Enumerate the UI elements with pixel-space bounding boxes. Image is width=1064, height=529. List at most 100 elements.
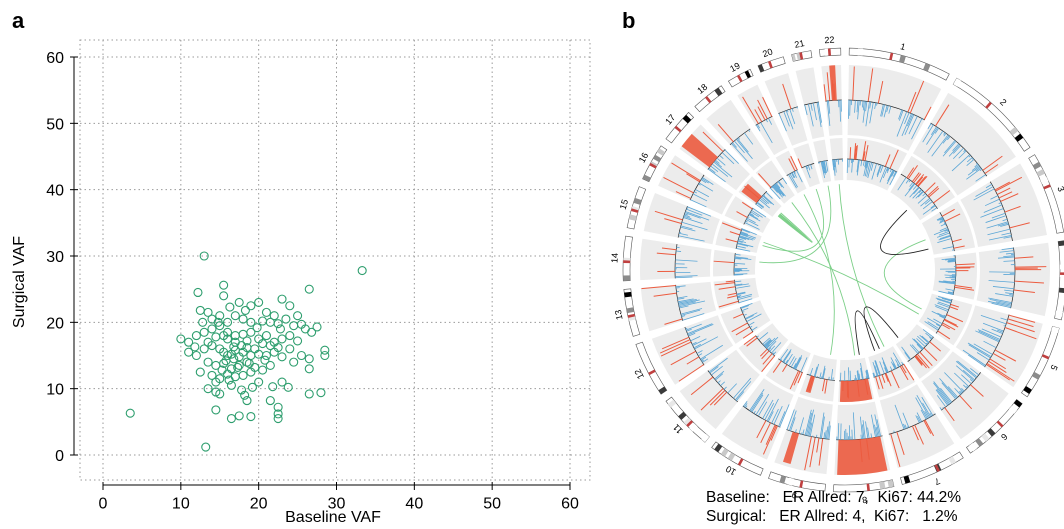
- surgical-cn-bar: [764, 339, 773, 348]
- baseline-cn-bar: [880, 104, 884, 117]
- baseline-cn-bar: [683, 214, 691, 218]
- surgical-cn-bar: [944, 318, 957, 326]
- data-point: [229, 354, 239, 364]
- baseline-cn-bar: [898, 110, 904, 121]
- data-point: [320, 345, 330, 355]
- baseline-cn-bar: [810, 103, 813, 111]
- surgical-cn-bar: [813, 366, 818, 377]
- baseline-cn-bar: [681, 315, 686, 317]
- baseline-cn-bar: [1005, 252, 1015, 255]
- surgical-cn-bar: [741, 307, 749, 312]
- chromosome-19: 19: [727, 61, 754, 88]
- surgical-cn-bar: [933, 318, 943, 325]
- surgical-cn-bar: [886, 167, 889, 172]
- baseline-cn-bar: [685, 327, 688, 330]
- surgical-cn-bar: [879, 361, 885, 374]
- baseline-cn-bar: [1000, 193, 1019, 202]
- surgical-cn-bar: [948, 259, 956, 261]
- baseline-cn-bar: [967, 342, 992, 358]
- surgical-cn-bar: [911, 172, 920, 183]
- baseline-cn-bar: [778, 113, 787, 132]
- baseline-cn-bar: [707, 168, 726, 183]
- surgical-cn-bar: [734, 257, 752, 260]
- data-point: [236, 340, 247, 351]
- baseline-cn-bar: [817, 102, 822, 123]
- surgical-cn-bar: [773, 184, 782, 195]
- surgical-cn-bar: [876, 164, 882, 178]
- baseline-cn-bar: [931, 134, 949, 157]
- amplification-block: [741, 183, 763, 204]
- baseline-cn-bar: [826, 426, 829, 440]
- surgical-cn-bar: [914, 356, 923, 366]
- baseline-cn-bar: [661, 247, 677, 251]
- baseline-cn-bar: [681, 309, 701, 316]
- track-baseline-bg: [640, 238, 712, 281]
- baseline-cn-bar: [806, 412, 813, 436]
- baseline-cn-bar: [973, 343, 993, 355]
- surgical-cn-bar: [791, 172, 796, 178]
- baseline-cn-bar: [976, 352, 990, 361]
- surgical-cn-bar: [790, 172, 795, 179]
- baseline-cn-bar: [1001, 232, 1011, 236]
- surgical-cn-bar: [796, 169, 803, 183]
- baseline-cn-bar: [934, 127, 940, 134]
- surgical-cn-bar: [946, 314, 964, 323]
- data-point: [244, 358, 254, 369]
- cytoband: [652, 154, 662, 163]
- baseline-cn-bar: [975, 162, 978, 165]
- cytoband: [796, 52, 801, 61]
- baseline-cn-bar: [789, 109, 796, 125]
- surgical-cn-bar: [915, 176, 924, 186]
- ideogram-band: [848, 47, 950, 81]
- baseline-cn-bar: [857, 100, 860, 120]
- x-tick-label: 40: [405, 495, 423, 512]
- baseline-cn-bar: [771, 408, 779, 424]
- surgical-cn-bar: [907, 165, 918, 180]
- baseline-cn-bar: [916, 395, 930, 418]
- ideogram-band: [1054, 240, 1064, 321]
- surgical-cn-bar: [759, 348, 768, 357]
- surgical-cn-bar: [909, 181, 914, 187]
- cytoband: [714, 87, 723, 97]
- baseline-cn-bar: [795, 429, 797, 433]
- amplification-block: [782, 431, 800, 465]
- data-point: [246, 411, 256, 422]
- surgical-cn-bar: [734, 263, 746, 265]
- surgical-cn-bar: [925, 342, 928, 345]
- baseline-cn-bar: [975, 166, 981, 172]
- surgical-cn-bar: [771, 186, 773, 189]
- data-point: [285, 331, 295, 341]
- surgical-cn-bar: [886, 168, 890, 174]
- baseline-cn-bar: [678, 235, 705, 242]
- surgical-cn-bar: [866, 369, 870, 379]
- y-tick-label: 30: [46, 249, 64, 266]
- baseline-cn-bar: [745, 405, 748, 409]
- surgical-cn-bar: [830, 369, 834, 381]
- surgical-cn-bar: [773, 351, 777, 356]
- track-baseline-bg: [721, 377, 794, 460]
- cytoband: [1058, 287, 1064, 293]
- baseline-cn-bar: [944, 407, 955, 422]
- surgical-cn-bar: [752, 207, 767, 218]
- baseline-cn-bar: [940, 387, 953, 403]
- baseline-cn-bar: [980, 315, 1007, 325]
- track-baseline-midline: [674, 243, 678, 279]
- scatter-plot: 0 10 20 30 40 50 60 0 10 20 30 40 50 60: [46, 39, 591, 512]
- chromosome-12: 12: [632, 341, 668, 395]
- cytoband: [887, 479, 894, 488]
- baseline-cn-bar: [762, 425, 777, 455]
- baseline-cn-bar: [943, 133, 947, 137]
- baseline-cn-bar: [997, 187, 1011, 195]
- baseline-cn-bar: [936, 388, 950, 405]
- surgical-cn-bar: [866, 161, 871, 177]
- baseline-cn-bar: [986, 221, 1009, 229]
- centromere: [623, 260, 631, 264]
- baseline-cn-bar: [708, 167, 716, 174]
- surgical-cn-bar: [943, 280, 956, 283]
- surgical-cn-bar: [901, 365, 907, 374]
- surgical-cn-bar: [807, 165, 811, 171]
- baseline-cn-bar: [721, 152, 735, 165]
- surgical-cn-bar: [766, 336, 779, 349]
- baseline-cn-bar: [982, 155, 1003, 171]
- baseline-cn-bar: [903, 423, 906, 430]
